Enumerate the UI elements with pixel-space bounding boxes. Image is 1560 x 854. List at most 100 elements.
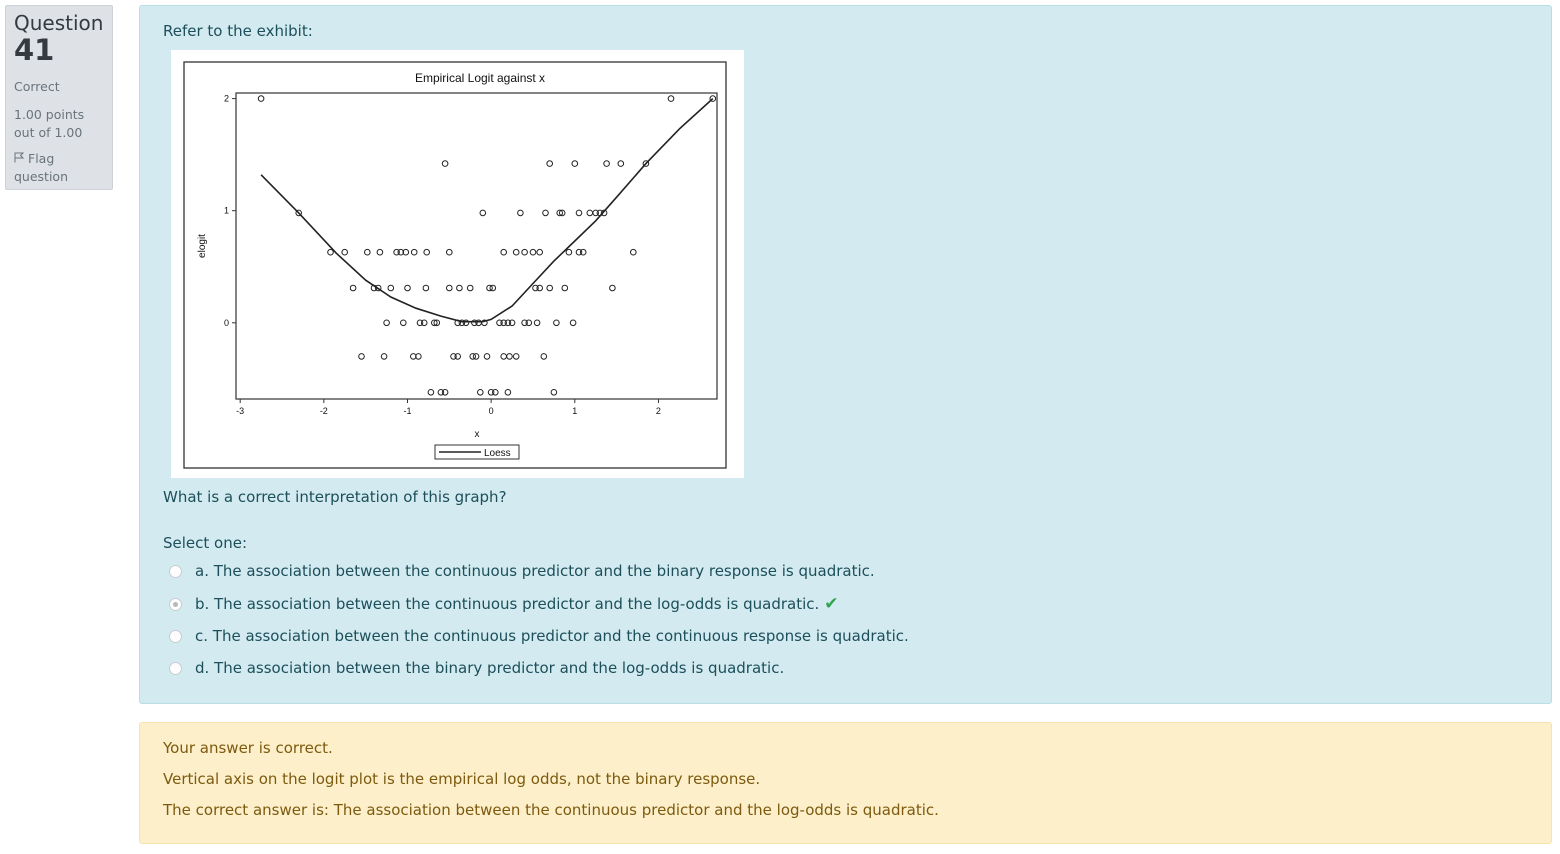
question-state: Correct	[14, 79, 60, 94]
y-tick-label: 1	[224, 206, 229, 216]
data-point-89	[427, 389, 435, 396]
option-c-radio[interactable]	[169, 629, 182, 643]
question-grade: 1.00 points out of 1.00	[14, 107, 85, 140]
data-point-3	[571, 160, 579, 167]
flag-question-link[interactable]: Flag question	[14, 150, 104, 186]
data-point-2	[546, 160, 554, 167]
data-point-24	[393, 248, 400, 256]
data-point-91	[441, 389, 449, 396]
question-label: Question	[14, 11, 104, 35]
data-point-83	[472, 353, 480, 360]
data-point-50	[532, 284, 539, 292]
x-tick-label: -2	[320, 406, 328, 416]
data-point-72	[525, 319, 533, 327]
data-point-37	[579, 248, 587, 256]
data-point-75	[569, 319, 577, 327]
data-point-41	[374, 284, 382, 292]
chart-svg: Empirical Logit against x -3 -2 -1 0 1 2 0 1 2 x…	[183, 61, 727, 469]
loess-line	[260, 98, 714, 323]
data-point-10	[479, 209, 487, 217]
data-point-12	[542, 209, 549, 217]
data-point-77	[380, 353, 388, 360]
data-point-92	[477, 389, 484, 396]
data-point-46	[456, 284, 463, 292]
data-point-87	[512, 353, 520, 360]
x-axis-label: x	[475, 429, 480, 440]
data-point-6	[642, 160, 650, 167]
data-point-57	[416, 319, 424, 327]
y-tick-label: 0	[224, 318, 229, 328]
data-point-5	[617, 160, 625, 167]
data-point-11	[517, 209, 524, 217]
data-point-13	[556, 209, 564, 217]
data-point-23	[376, 248, 384, 256]
data-point-9	[295, 209, 302, 217]
data-point-33	[529, 248, 537, 256]
chart-frame	[183, 61, 727, 469]
feedback-right-answer: The correct answer is: The association b…	[163, 801, 939, 819]
data-point-49	[489, 284, 497, 292]
data-point-66	[481, 319, 488, 327]
data-point-45	[446, 284, 453, 292]
chart-title: Empirical Logit against x	[415, 71, 545, 85]
exhibit-chart: Empirical Logit against x -3 -2 -1 0 1 2 0 1 2 x…	[171, 50, 744, 478]
option-b[interactable]: b. The association between the continuou…	[169, 593, 839, 615]
data-point-60	[433, 319, 441, 327]
data-point-85	[500, 353, 508, 360]
points-layer	[257, 95, 717, 396]
option-c[interactable]: c. The association between the continuou…	[169, 625, 909, 647]
data-point-58	[420, 319, 428, 327]
question-formulation: Refer to the exhibit: Empirical Logit ag…	[139, 5, 1552, 704]
data-point-29	[446, 248, 453, 256]
y-axis-label: elogit	[197, 234, 208, 258]
data-point-26	[402, 248, 410, 256]
question-number: 41	[14, 33, 55, 67]
correct-check-icon: ✔	[824, 594, 839, 614]
data-point-42	[387, 284, 395, 292]
option-b-radio[interactable]	[169, 597, 182, 611]
data-point-17	[592, 209, 600, 217]
data-point-76	[358, 353, 365, 360]
data-point-78	[410, 353, 417, 360]
option-d-label: d. The association between the binary pr…	[195, 659, 785, 677]
data-point-68	[500, 319, 508, 327]
data-point-0	[257, 95, 265, 102]
data-point-47	[466, 284, 474, 292]
feedback-correct: Your answer is correct.	[163, 739, 333, 757]
option-a[interactable]: a. The association between the continuou…	[169, 560, 875, 582]
option-a-radio[interactable]	[169, 564, 182, 578]
x-tick-label: 1	[572, 406, 577, 416]
plot-area	[235, 92, 718, 400]
data-point-7	[667, 95, 675, 102]
data-point-88	[540, 353, 548, 360]
data-point-96	[550, 389, 558, 396]
option-b-label: b. The association between the continuou…	[195, 595, 820, 613]
data-point-15	[575, 209, 583, 217]
data-point-93	[487, 389, 495, 396]
data-point-38	[630, 248, 637, 256]
data-point-20	[327, 248, 334, 256]
data-point-48	[486, 284, 493, 292]
data-point-27	[410, 248, 418, 256]
question-info-panel: Question 41 Correct 1.00 points out of 1…	[5, 5, 113, 190]
data-point-73	[533, 319, 541, 327]
data-point-54	[609, 284, 616, 292]
data-point-1	[441, 160, 449, 167]
data-point-55	[383, 319, 390, 327]
x-tick-label: -1	[403, 406, 411, 416]
data-point-43	[404, 284, 411, 292]
option-d[interactable]: d. The association between the binary pr…	[169, 657, 784, 679]
question-intro: Refer to the exhibit:	[163, 22, 313, 40]
data-point-94	[492, 389, 499, 396]
ticks-layer: -3 -2 -1 0 1 2 0 1 2	[224, 94, 661, 416]
data-point-21	[341, 248, 348, 256]
data-point-79	[415, 353, 422, 360]
data-point-16	[586, 209, 594, 217]
x-tick-label: -3	[236, 406, 244, 416]
data-point-86	[506, 353, 513, 360]
data-point-74	[553, 319, 560, 327]
data-point-19	[600, 209, 608, 217]
legend-label: Loess	[484, 448, 511, 459]
data-point-36	[575, 248, 583, 256]
option-d-radio[interactable]	[169, 661, 182, 675]
